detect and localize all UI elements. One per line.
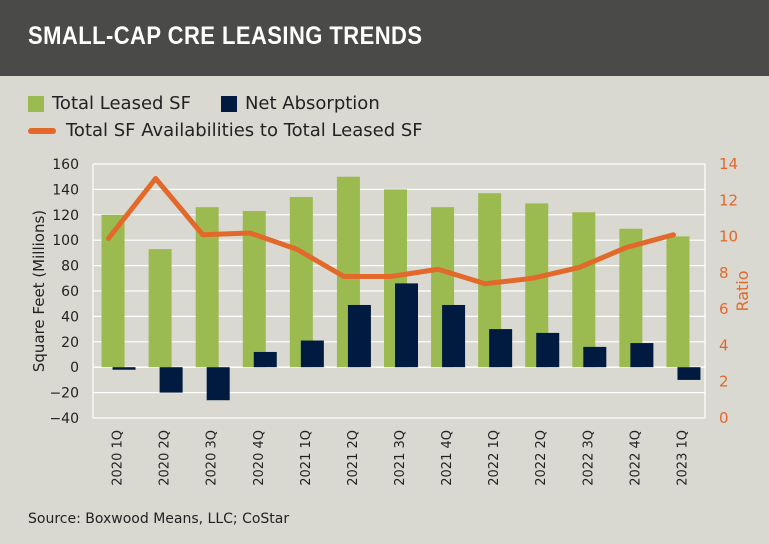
x-tick-label: 2022 3Q xyxy=(581,430,596,486)
x-tick-label: 2022 4Q xyxy=(628,430,643,486)
y2-tick-label: 8 xyxy=(719,264,729,282)
bar-absorption xyxy=(347,304,371,368)
bar-absorption xyxy=(583,346,607,368)
legend-row-1: Total Leased SF Net Absorption xyxy=(28,93,380,114)
y-tick-label: 100 xyxy=(52,233,79,249)
x-tick-label: 2021 2Q xyxy=(346,430,361,486)
bar-absorption xyxy=(630,343,654,368)
bar-leased xyxy=(195,207,219,368)
bar-absorption xyxy=(677,367,701,380)
x-tick-label: 2022 1Q xyxy=(487,430,502,486)
y2-tick-label: 6 xyxy=(719,300,729,318)
bar-leased xyxy=(525,203,549,368)
source-note: Source: Boxwood Means, LLC; CoStar xyxy=(28,511,290,527)
x-tick-label: 2021 4Q xyxy=(440,430,455,486)
legend-swatch-leased xyxy=(28,95,44,112)
y2-tick-label: 2 xyxy=(719,373,729,391)
y-tick-label: 120 xyxy=(52,208,79,224)
bar-leased xyxy=(478,193,502,368)
y-axis-title: Square Feet (Millions) xyxy=(30,210,48,372)
header-bar: SMALL-CAP CRE LEASING TRENDS xyxy=(0,0,769,76)
x-tick-label: 2022 2Q xyxy=(534,430,549,486)
legend-label-leased: Total Leased SF xyxy=(52,93,191,114)
bar-absorption xyxy=(536,332,560,368)
bar-leased xyxy=(666,236,690,368)
bar-leased xyxy=(242,210,266,368)
bar-leased xyxy=(619,228,643,368)
bar-leased xyxy=(101,214,125,368)
bar-absorption xyxy=(253,351,277,368)
x-tick-label: 2020 2Q xyxy=(158,430,173,486)
legend-label-ratio: Total SF Availabilities to Total Leased … xyxy=(66,120,423,141)
y-tick-label: 40 xyxy=(61,309,79,325)
legend-row-2: Total SF Availabilities to Total Leased … xyxy=(28,120,423,141)
x-tick-label: 2020 3Q xyxy=(205,430,220,486)
y-tick-label: 20 xyxy=(61,335,79,351)
bar-absorption xyxy=(489,329,513,368)
y2-tick-label: 12 xyxy=(719,191,738,209)
y-tick-label: 60 xyxy=(61,284,79,300)
y-tick-label: 0 xyxy=(70,360,79,376)
y2-tick-label: 4 xyxy=(719,336,729,354)
y-tick-label: 160 xyxy=(52,157,79,173)
legend-swatch-absorption xyxy=(220,95,237,112)
legend-swatch-ratio xyxy=(28,127,56,134)
y2-tick-label: 0 xyxy=(719,409,729,427)
bar-absorption xyxy=(442,304,466,368)
y-tick-label: −20 xyxy=(49,386,79,402)
x-tick-label: 2021 1Q xyxy=(299,430,314,486)
bar-leased xyxy=(289,197,313,368)
y-tick-label: 80 xyxy=(61,259,79,275)
chart-title: SMALL-CAP CRE LEASING TRENDS xyxy=(28,22,423,50)
bar-absorption xyxy=(300,340,324,368)
bar-absorption xyxy=(395,283,418,368)
bar-absorption xyxy=(112,367,136,370)
bar-leased xyxy=(572,212,596,368)
line-ratio xyxy=(106,176,676,287)
y-tick-label: −40 xyxy=(49,411,79,427)
bar-absorption xyxy=(206,367,230,401)
y2-axis-title: Ratio xyxy=(733,270,752,311)
y2-tick-label: 14 xyxy=(719,155,738,173)
bar-absorption xyxy=(159,367,183,393)
x-tick-label: 2020 4Q xyxy=(252,430,267,486)
x-tick-label: 2023 1Q xyxy=(675,430,690,486)
y-tick-label: 140 xyxy=(52,182,79,198)
bar-leased xyxy=(148,249,172,368)
x-tick-label: 2020 1Q xyxy=(111,430,126,486)
y2-tick-label: 10 xyxy=(719,228,738,246)
legend-label-absorption: Net Absorption xyxy=(244,93,380,114)
x-tick-label: 2021 3Q xyxy=(393,430,408,486)
